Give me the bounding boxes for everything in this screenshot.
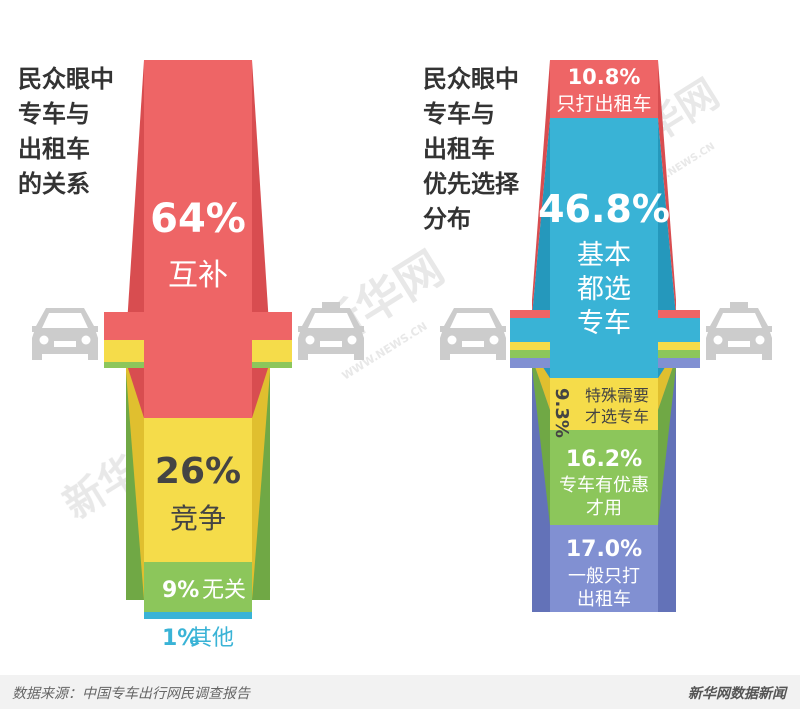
right-title: 民众眼中 专车与 出租车 优先选择 分布 <box>423 65 520 233</box>
label-unrelated: 无关 <box>202 578 246 603</box>
left-title: 民众眼中 专车与 出租车 的关系 <box>18 65 114 198</box>
car-front-icon <box>32 308 98 360</box>
label-mostly-ridehail-3: 专车 <box>577 308 631 339</box>
right-title-line-3: 出租车 <box>423 135 495 163</box>
right-flank-green-r <box>658 358 676 525</box>
taxi-front-icon <box>706 302 772 360</box>
right-title-line-5: 分布 <box>423 205 471 233</box>
right-flank-red-l <box>532 60 550 316</box>
left-title-line-4: 的关系 <box>18 170 90 198</box>
pct-mostly-taxi: 17.0% <box>566 537 642 562</box>
bar-segment-mostly-ridehail <box>550 118 658 378</box>
left-flank-yellow <box>126 362 144 600</box>
bar-segment-special-need <box>550 378 658 430</box>
label-discount-1: 专车有优惠 <box>559 475 649 496</box>
bar-segment-discount <box>550 430 658 525</box>
pct-taxi-only: 10.8% <box>568 65 641 89</box>
bar-segment-other <box>144 612 252 619</box>
footer-source: 数据来源：中国专车出行网民调查报告 <box>12 686 251 702</box>
right-title-line-2: 专车与 <box>423 100 495 128</box>
label-taxi-only: 只打出租车 <box>556 93 651 115</box>
pct-mostly-ridehail: 46.8% <box>538 187 670 231</box>
bar-segment-mostly-taxi <box>550 525 658 612</box>
label-complementary: 互补 <box>168 258 228 293</box>
label-other: 其他 <box>190 626 234 651</box>
left-flank-yellow-r <box>252 362 270 600</box>
pct-discount: 16.2% <box>566 447 642 472</box>
pct-special-need: 9.3% <box>551 388 572 438</box>
right-chart: 民众眼中 专车与 出租车 优先选择 分布 10.8% 只打出租车 <box>423 60 772 612</box>
pct-other: 1% <box>162 626 199 651</box>
label-mostly-ridehail-1: 基本 <box>577 240 631 271</box>
label-mostly-ridehail-2: 都选 <box>577 274 631 305</box>
left-chart: 民众眼中 专车与 出租车 的关系 64% 互补 26% 竞争 9% 无关 1% … <box>18 60 364 651</box>
label-competition: 竞争 <box>170 502 226 535</box>
footer-bar <box>0 675 800 709</box>
footer-brand: 新华网数据新闻 <box>688 685 788 702</box>
left-title-line-3: 出租车 <box>18 135 90 163</box>
label-special-need-1: 特殊需要 <box>585 386 649 405</box>
right-title-line-1: 民众眼中 <box>423 65 519 93</box>
bar-segment-unrelated <box>144 562 252 612</box>
right-title-line-4: 优先选择 <box>423 170 520 198</box>
car-front-icon <box>440 308 506 360</box>
left-title-line-1: 民众眼中 <box>18 65 114 93</box>
taxi-front-icon <box>298 302 364 360</box>
bar-segment-taxi-only <box>550 60 658 118</box>
label-special-need-2: 才选专车 <box>585 407 649 426</box>
bar-segment-complementary <box>144 60 252 418</box>
right-flank-green-l <box>532 358 550 525</box>
left-title-line-2: 专车与 <box>18 100 90 128</box>
footer: 数据来源：中国专车出行网民调查报告 新华网数据新闻 <box>0 675 800 709</box>
right-flank-red-r <box>658 60 676 316</box>
pct-competition: 26% <box>155 451 241 492</box>
bar-segment-competition <box>144 418 252 562</box>
label-mostly-taxi-2: 出租车 <box>577 589 631 610</box>
pct-unrelated: 9% <box>162 578 199 603</box>
label-discount-2: 才用 <box>586 498 622 519</box>
pct-complementary: 64% <box>150 196 246 242</box>
label-mostly-taxi-1: 一般只打 <box>568 566 640 587</box>
